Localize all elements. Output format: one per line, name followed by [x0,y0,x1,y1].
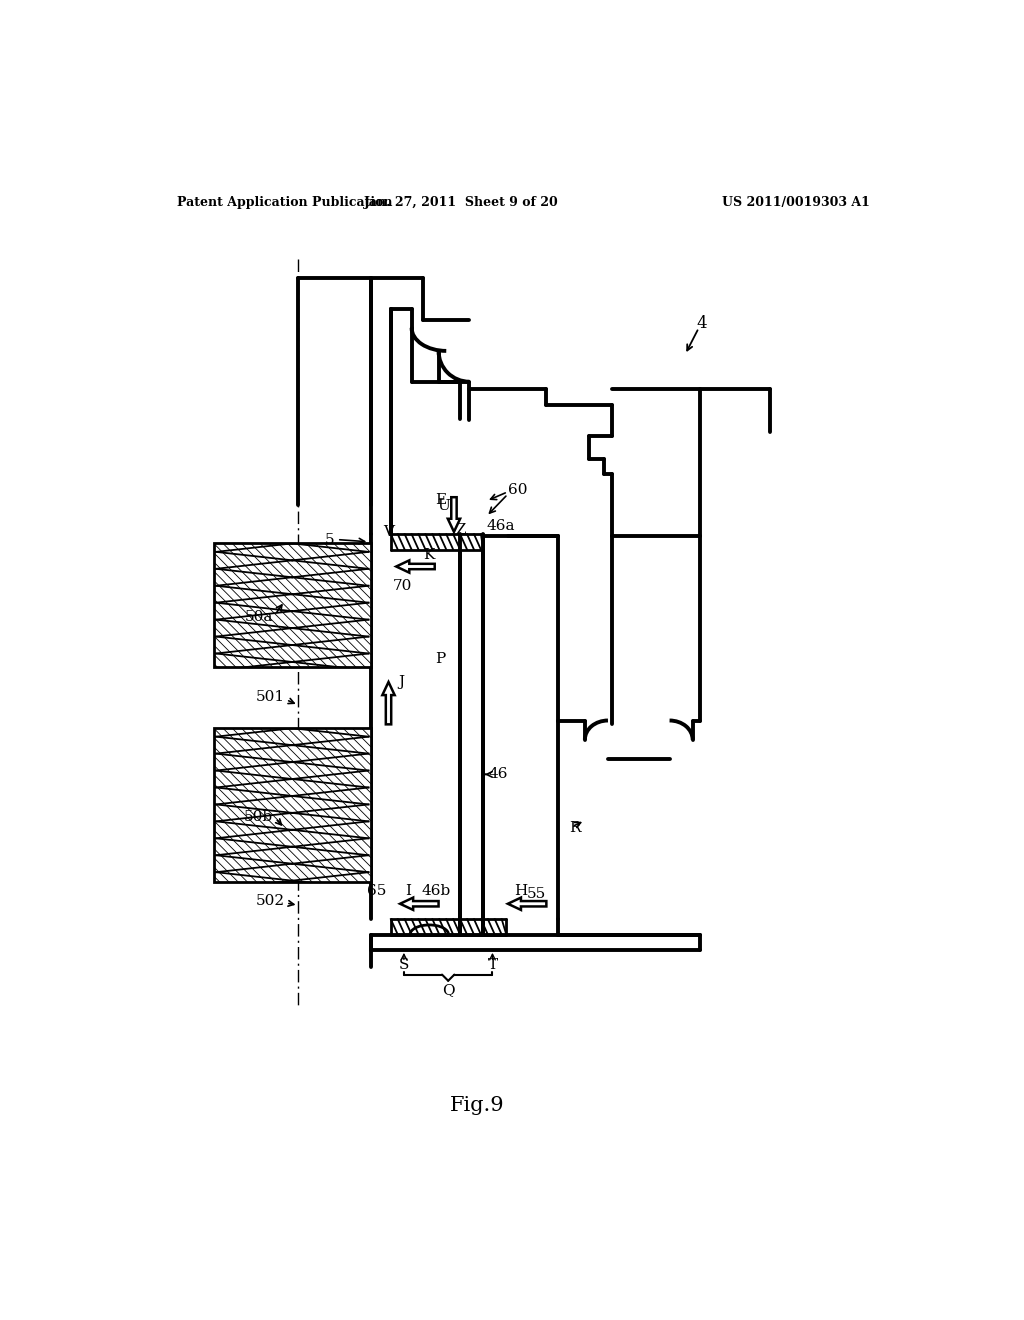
Text: P: P [435,652,445,665]
Text: 65: 65 [367,884,386,899]
Text: Z: Z [456,523,466,537]
Bar [214,544,371,667]
Text: 502: 502 [255,895,285,908]
Polygon shape [400,898,438,909]
Bar [214,544,371,667]
Polygon shape [382,682,394,725]
Text: S: S [398,958,410,973]
Bar [214,729,371,882]
Text: 50a: 50a [245,610,273,623]
Text: U: U [437,499,451,513]
Text: 46a: 46a [486,520,515,533]
Text: V: V [383,525,394,539]
Text: 46b: 46b [422,884,451,899]
Text: 4: 4 [696,315,708,333]
Text: 46: 46 [488,767,508,781]
Text: T: T [487,958,498,973]
Text: 501: 501 [255,690,285,705]
Text: 60: 60 [508,483,527,496]
Text: R: R [569,821,581,836]
Text: 55: 55 [527,887,547,900]
Bar [214,729,371,882]
Text: H: H [514,884,527,899]
Text: Q: Q [442,983,455,997]
Text: 70: 70 [392,578,412,593]
Text: Jan. 27, 2011  Sheet 9 of 20: Jan. 27, 2011 Sheet 9 of 20 [365,195,559,209]
Text: I: I [404,884,411,899]
Polygon shape [508,898,547,909]
Text: E: E [435,492,446,507]
Polygon shape [396,560,435,573]
Text: 5: 5 [325,532,335,546]
Text: US 2011/0019303 A1: US 2011/0019303 A1 [722,195,869,209]
Text: Fig.9: Fig.9 [450,1096,505,1115]
Text: 50b: 50b [244,809,273,824]
Polygon shape [447,498,460,532]
Text: K: K [423,548,434,562]
Text: J: J [398,675,404,689]
Text: Patent Application Publication: Patent Application Publication [177,195,392,209]
